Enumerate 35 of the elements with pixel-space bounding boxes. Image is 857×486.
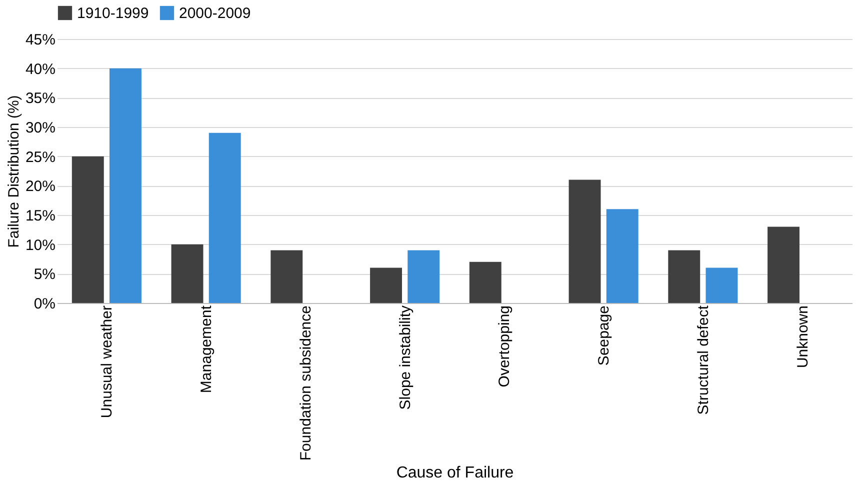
x-tick-label: Seepage [596,306,613,366]
y-tick-label: 25% [25,148,56,166]
x-tick-label: Overtopping [496,306,514,388]
legend-label: 1910-1999 [77,5,149,22]
y-tick-label: 15% [25,208,56,224]
x-tick-label: Unusual weather [98,306,116,418]
bar [110,68,142,303]
bar [171,244,204,303]
y-tick-label: 40% [25,60,56,78]
y-tick-label: 20% [25,178,56,196]
bar [270,250,303,303]
bar [706,268,738,303]
bar [208,132,241,303]
bar [768,226,800,303]
y-tick-label: 10% [25,236,56,254]
bar [606,209,638,303]
bar [668,250,700,303]
x-axis-title: Cause of Failure [396,464,514,482]
y-tick-label: 5% [34,266,56,284]
x-tick-label: Structural defect [694,304,712,415]
x-tick-label: Management [198,304,216,394]
bar [408,250,440,303]
bar [469,262,502,303]
y-tick-label: 30% [25,120,56,136]
legend-label: 2000-2009 [179,5,251,22]
x-tick-label: Foundation subsidence [297,306,314,461]
x-tick-label: Unknown [794,306,812,368]
y-tick-label: 35% [25,90,56,108]
y-tick-label: 0% [34,296,56,312]
bar [72,156,104,303]
bar [568,180,601,303]
y-axis-title: Failure Distribution (%) [5,95,22,248]
x-tick-label: Slope instability [396,305,414,410]
bar [370,268,402,303]
y-tick-label: 45% [25,32,56,48]
